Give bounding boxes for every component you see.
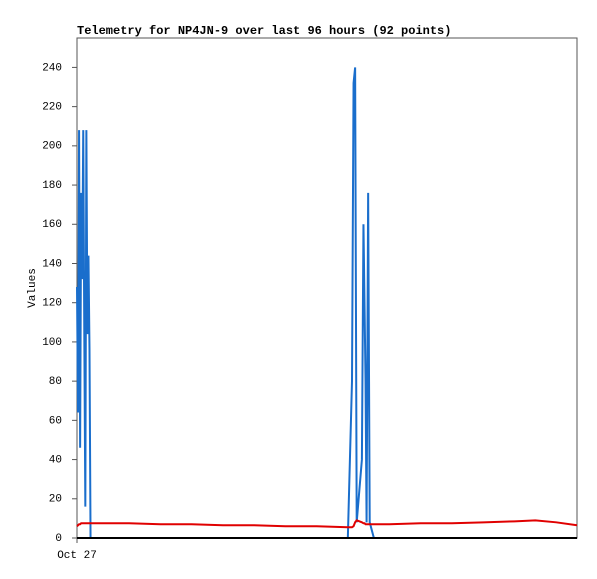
y-tick-label: 0 xyxy=(55,533,62,545)
y-tick-label: 160 xyxy=(42,219,62,231)
y-tick-label: 140 xyxy=(42,258,62,270)
y-axis-label: Values xyxy=(27,268,39,308)
y-tick-label: 180 xyxy=(42,180,62,192)
y-tick-label: 80 xyxy=(49,376,62,388)
y-tick-label: 100 xyxy=(42,337,62,349)
y-tick-label: 60 xyxy=(49,415,62,427)
series-line xyxy=(76,67,577,539)
y-tick-label: 220 xyxy=(42,102,62,114)
y-tick-label: 200 xyxy=(42,141,62,153)
y-tick-label: 120 xyxy=(42,298,62,310)
chart-title: Telemetry for NP4JN-9 over last 96 hours… xyxy=(77,24,451,38)
y-tick-label: 40 xyxy=(49,454,62,466)
series-line xyxy=(76,519,578,529)
y-tick-label: 20 xyxy=(49,494,62,506)
y-tick-label: 240 xyxy=(42,62,62,74)
x-tick-label: Oct 27 xyxy=(57,550,97,562)
plot-frame xyxy=(76,37,578,539)
